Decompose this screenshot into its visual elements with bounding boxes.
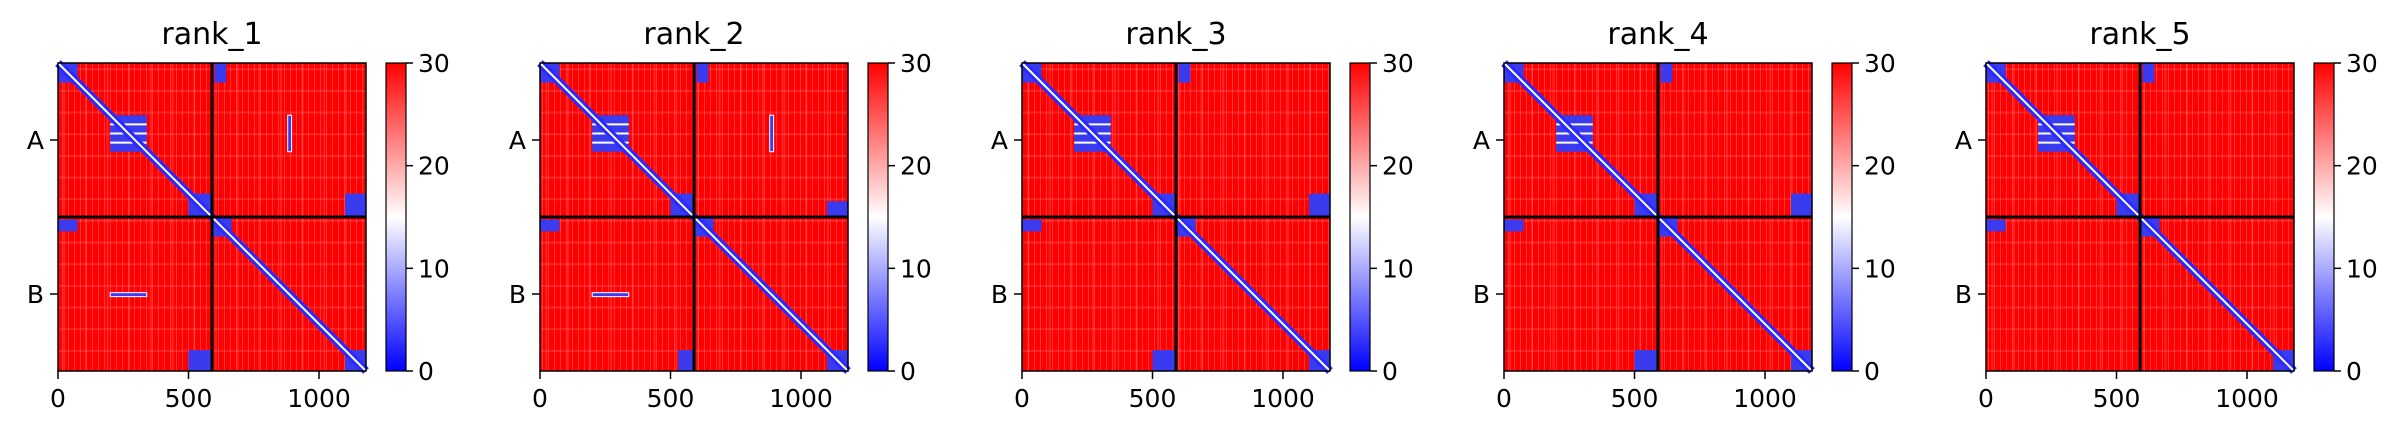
colorbar-tick-label: 10 bbox=[418, 254, 450, 283]
y-tick-label: A bbox=[991, 126, 1008, 155]
x-tick-label: 0 bbox=[50, 384, 66, 413]
colorbar-tick-label: 10 bbox=[1382, 254, 1414, 283]
y-tick-label: A bbox=[1473, 126, 1490, 155]
offblock-contact bbox=[827, 201, 848, 216]
panel-5: rank_5 0 500 1000 A B 0 10 20 30 bbox=[1955, 17, 2378, 413]
x-tick-label: 1000 bbox=[2215, 384, 2279, 413]
colorbar bbox=[385, 62, 407, 372]
panel-2: rank_2 0 500 1000 A B 0 10 20 30 bbox=[509, 17, 932, 413]
offblock-contact bbox=[696, 63, 709, 83]
colorbar-tick-label: 30 bbox=[2346, 49, 2378, 78]
colorbar bbox=[867, 62, 889, 372]
y-tick-label: A bbox=[509, 126, 526, 155]
x-tick-label: 500 bbox=[1611, 384, 1659, 413]
colorbar-tick-label: 20 bbox=[1864, 152, 1896, 181]
offblock-contact bbox=[58, 219, 78, 232]
x-tick-label: 1000 bbox=[1251, 384, 1315, 413]
colorbar-tick-label: 0 bbox=[1382, 357, 1398, 386]
colorbar-tick-label: 30 bbox=[900, 49, 932, 78]
x-tick-label: 0 bbox=[532, 384, 548, 413]
colorbar bbox=[2313, 62, 2335, 372]
offblock-contact bbox=[2142, 63, 2155, 83]
x-tick-label: 1000 bbox=[769, 384, 833, 413]
colorbar-tick-label: 20 bbox=[1382, 152, 1414, 181]
y-tick-label: A bbox=[1955, 126, 1972, 155]
x-tick-label: 0 bbox=[1496, 384, 1512, 413]
colorbar-tick-label: 10 bbox=[900, 254, 932, 283]
y-tick-label: B bbox=[991, 280, 1008, 309]
colorbar-tick-label: 20 bbox=[418, 152, 450, 181]
offblock-contact bbox=[1791, 193, 1812, 216]
colorbar-tick-label: 10 bbox=[2346, 254, 2378, 283]
panel-title: rank_5 bbox=[2089, 17, 2190, 52]
colorbar-tick-label: 20 bbox=[2346, 152, 2378, 181]
offblock-contact bbox=[1634, 350, 1657, 371]
panel-1: rank_1 0 500 1000 A B 0 10 20 30 bbox=[27, 17, 450, 413]
offblock-contact bbox=[214, 63, 227, 83]
colorbar bbox=[1349, 62, 1371, 372]
colorbar-tick-label: 0 bbox=[2346, 357, 2362, 386]
y-tick-label: B bbox=[1955, 280, 1972, 309]
offblock-contact bbox=[1178, 63, 1191, 83]
offblock-contact bbox=[1309, 193, 1330, 216]
axes-frame bbox=[1021, 62, 1331, 372]
panel-title: rank_2 bbox=[643, 17, 744, 52]
offblock-contact bbox=[1022, 219, 1042, 232]
x-tick-label: 500 bbox=[1129, 384, 1177, 413]
x-tick-label: 1000 bbox=[1733, 384, 1797, 413]
axes-frame bbox=[1985, 62, 2295, 372]
y-tick-label: A bbox=[27, 126, 44, 155]
x-tick-label: 0 bbox=[1014, 384, 1030, 413]
colorbar-tick-label: 10 bbox=[1864, 254, 1896, 283]
offblock-contact bbox=[1152, 350, 1175, 371]
colorbar-tick-label: 30 bbox=[418, 49, 450, 78]
x-tick-label: 500 bbox=[647, 384, 695, 413]
x-tick-label: 500 bbox=[2093, 384, 2141, 413]
offblock-contact bbox=[345, 193, 366, 216]
colorbar-tick-label: 30 bbox=[1864, 49, 1896, 78]
offblock-contact bbox=[540, 219, 560, 232]
colorbar-tick-label: 0 bbox=[418, 357, 434, 386]
colorbar-tick-label: 0 bbox=[900, 357, 916, 386]
panel-title: rank_4 bbox=[1607, 17, 1708, 52]
interchain-contact bbox=[591, 292, 630, 298]
axes-frame bbox=[1503, 62, 1813, 372]
interchain-contact bbox=[109, 292, 148, 298]
offblock-contact bbox=[1660, 63, 1673, 83]
colorbar-tick-label: 20 bbox=[900, 152, 932, 181]
axes-frame bbox=[57, 62, 367, 372]
panel-3: rank_3 0 500 1000 A B 0 10 20 30 bbox=[991, 17, 1414, 413]
axes-frame bbox=[539, 62, 849, 372]
colorbar-tick-label: 0 bbox=[1864, 357, 1880, 386]
interchain-contact bbox=[769, 114, 775, 153]
colorbar-tick-label: 30 bbox=[1382, 49, 1414, 78]
y-tick-label: B bbox=[27, 280, 44, 309]
interchain-contact bbox=[287, 114, 293, 153]
offblock-contact bbox=[1986, 219, 2006, 232]
x-tick-label: 500 bbox=[165, 384, 213, 413]
y-tick-label: B bbox=[1473, 280, 1490, 309]
offblock-contact bbox=[188, 350, 211, 371]
panel-title: rank_1 bbox=[161, 17, 262, 52]
x-tick-label: 1000 bbox=[287, 384, 351, 413]
y-tick-label: B bbox=[509, 280, 526, 309]
offblock-contact bbox=[1504, 219, 1524, 232]
colorbar bbox=[1831, 62, 1853, 372]
offblock-contact bbox=[678, 350, 693, 371]
panel-4: rank_4 0 500 1000 A B 0 10 20 30 bbox=[1473, 17, 1896, 413]
panel-title: rank_3 bbox=[1125, 17, 1226, 52]
x-tick-label: 0 bbox=[1978, 384, 1994, 413]
